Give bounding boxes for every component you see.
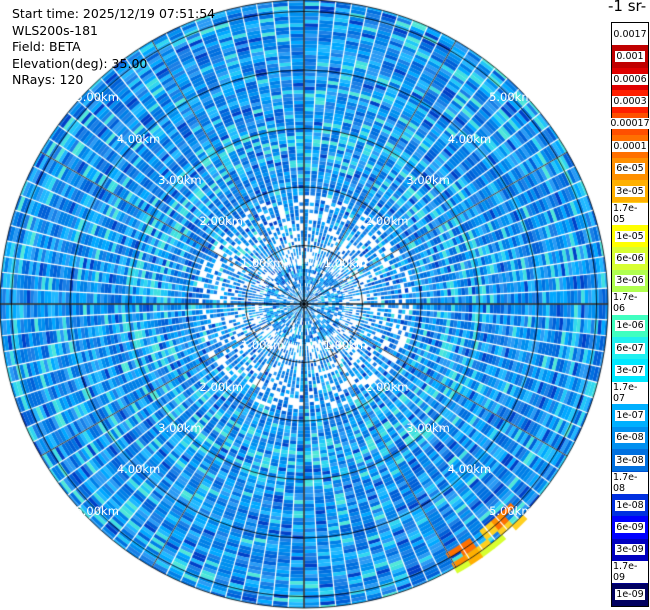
range-ring-label: 5.00km bbox=[75, 90, 119, 105]
colorbar-cell: 6e-07 bbox=[612, 336, 648, 360]
colorbar-cell: 6e-05 bbox=[612, 157, 648, 180]
colorbar-tick-label: 0.0006 bbox=[612, 73, 648, 85]
range-ring-label: 3.00km bbox=[158, 421, 202, 436]
colorbar-tick-label: 1.7e-09 bbox=[612, 561, 648, 584]
field-label: Field: BETA bbox=[12, 39, 81, 55]
colorbar-cell: 1e-06 bbox=[612, 314, 648, 337]
range-ring-label: 3.00km bbox=[406, 172, 450, 187]
colorbar-tick-label: 1e-05 bbox=[615, 230, 645, 242]
range-ring-label: 2.00km bbox=[364, 214, 409, 229]
range-ring-label: 4.00km bbox=[116, 131, 161, 146]
colorbar-cell: 0.0017 bbox=[612, 23, 648, 46]
colorbar-cell: 0.0001 bbox=[612, 135, 648, 158]
range-ring-label: 1.00km bbox=[323, 255, 368, 270]
colorbar-tick-label: 1e-09 bbox=[615, 589, 645, 601]
range-ring-label: 4.00km bbox=[447, 462, 492, 477]
nrays-label: NRays: 120 bbox=[12, 72, 84, 88]
elevation-label: Elevation(deg): 35.00 bbox=[12, 55, 148, 71]
colorbar-cell: 1e-09 bbox=[612, 583, 648, 606]
colorbar-tick-label: 0.0017 bbox=[612, 28, 648, 40]
range-ring-label: 1.00km bbox=[240, 338, 285, 353]
range-ring-label: 3.00km bbox=[406, 421, 450, 436]
colorbar-cell: 1e-08 bbox=[612, 493, 648, 517]
range-ring-label: 1.00km bbox=[240, 255, 285, 270]
colorbar-tick-label: 0.0001 bbox=[612, 140, 648, 152]
colorbar-cell: 0.0006 bbox=[612, 67, 648, 91]
range-ring-label: 3.00km bbox=[158, 172, 202, 187]
colorbar-cell: 1.7e-06 bbox=[612, 292, 648, 315]
colorbar-tick-label: 1.7e-08 bbox=[612, 471, 648, 494]
colorbar-tick-label: 6e-09 bbox=[615, 522, 645, 533]
colorbar-tick-label: 3e-09 bbox=[615, 544, 645, 556]
range-ring-label: 5.00km bbox=[75, 503, 119, 518]
colorbar-cell: 0.001 bbox=[612, 45, 648, 68]
colorbar-cell: 1e-05 bbox=[612, 224, 648, 248]
instrument-label: WLS200s-181 bbox=[12, 22, 98, 38]
range-ring-label: 5.00km bbox=[489, 90, 533, 105]
colorbar-cell: 6e-09 bbox=[612, 516, 648, 539]
range-ring-label: 1.00km bbox=[323, 338, 368, 353]
colorbar-tick-label: 1.7e-06 bbox=[612, 292, 648, 315]
colorbar-tick-label: 0.001 bbox=[615, 51, 645, 63]
colorbar-tick-label: 3e-07 bbox=[615, 365, 645, 377]
colorbar-tick-label: 3e-06 bbox=[615, 275, 645, 287]
colorbar-tick-label: 0.00017 bbox=[609, 118, 650, 130]
colorbar-cell: 1.7e-09 bbox=[612, 561, 648, 584]
colorbar-cell: 3e-08 bbox=[612, 449, 648, 472]
colorbar-cell: 1.7e-08 bbox=[612, 471, 648, 494]
colorbar-cell: 0.00017 bbox=[609, 112, 650, 136]
start-time-label: Start time: 2025/12/19 07:51:54 bbox=[12, 6, 216, 21]
colorbar-tick-label: 6e-07 bbox=[615, 342, 645, 354]
colorbar-cell: 6e-08 bbox=[612, 426, 648, 450]
range-ring-label: 2.00km bbox=[199, 214, 243, 229]
colorbar-tick-label: 6e-05 bbox=[615, 163, 645, 175]
colorbar-title: -1 sr- bbox=[608, 0, 647, 15]
colorbar-cell: 3e-07 bbox=[612, 359, 648, 382]
colorbar-tick-label: 0.0003 bbox=[612, 95, 648, 107]
colorbar-cell: 6e-06 bbox=[612, 247, 648, 270]
colorbar-tick-label: 1e-06 bbox=[615, 320, 645, 332]
colorbar-cell: 1e-07 bbox=[612, 404, 648, 427]
colorbar-tick-label: 1e-07 bbox=[615, 409, 645, 421]
colorbar-tick-label: 3e-05 bbox=[615, 185, 645, 197]
colorbar-cell: 3e-05 bbox=[612, 179, 648, 203]
colorbar-tick-label: 1e-08 bbox=[615, 499, 645, 511]
colorbar-cell: 3e-06 bbox=[612, 269, 648, 293]
scan-info: Start time: 2025/12/19 07:51:54 WLS200s-… bbox=[12, 6, 215, 89]
colorbar-cell: 0.0003 bbox=[612, 90, 648, 113]
range-ring-label: 5.00km bbox=[489, 503, 533, 518]
colorbar-cell: 3e-09 bbox=[612, 538, 648, 562]
range-ring-label: 4.00km bbox=[447, 131, 492, 146]
range-ring-label: 2.00km bbox=[364, 379, 409, 394]
colorbar: 0.0017 0.001 0.0006 0.0003 0.00017 0.0001 6e-0… bbox=[609, 22, 650, 607]
range-ring-label: 4.00km bbox=[116, 462, 161, 477]
range-ring-label: 2.00km bbox=[199, 379, 243, 394]
colorbar-cell: 1.7e-07 bbox=[612, 381, 648, 405]
colorbar-tick-label: 6e-08 bbox=[615, 432, 645, 444]
colorbar-tick-label: 1.7e-07 bbox=[612, 381, 648, 404]
colorbar-tick-label: 1.7e-05 bbox=[612, 202, 648, 225]
colorbar-cell: 1.7e-05 bbox=[612, 202, 648, 225]
colorbar-tick-label: 6e-06 bbox=[615, 252, 645, 264]
colorbar-tick-label: 3e-08 bbox=[615, 454, 645, 466]
